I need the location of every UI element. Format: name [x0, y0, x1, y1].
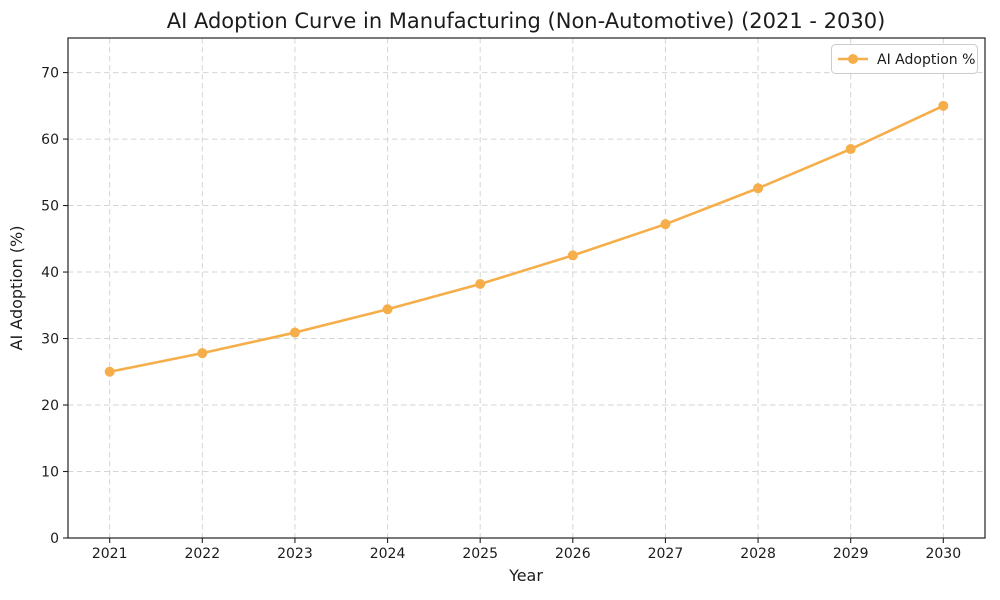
x-tick-label: 2025 [462, 546, 498, 562]
x-tick-label: 2028 [740, 546, 776, 562]
x-tick-label: 2029 [833, 546, 869, 562]
y-axis-label: AI Adoption (%) [7, 226, 26, 351]
data-point-2028 [753, 183, 764, 194]
data-point-2022 [197, 348, 208, 359]
y-tick-label: 40 [41, 265, 59, 281]
data-point-2030 [938, 100, 949, 111]
x-axis-label: Year [508, 566, 543, 585]
y-tick-label: 30 [41, 332, 59, 348]
x-tick-label: 2022 [184, 546, 220, 562]
data-point-2027 [660, 219, 671, 230]
y-tick-label: 0 [50, 531, 59, 547]
axis-layer: 2021 2022 2023 2024 2025 2026 2027 2028 2029 2030… [41, 66, 961, 562]
grid-layer [68, 38, 985, 539]
x-tick-label: 2027 [648, 546, 684, 562]
series-layer [104, 100, 949, 377]
x-tick-label: 2026 [555, 546, 591, 562]
plot-spines [67, 37, 986, 539]
chart-title: AI Adoption Curve in Manufacturing (Non-… [167, 9, 886, 33]
legend: AI Adoption % [831, 44, 978, 74]
series-line [108, 104, 945, 374]
data-point-2024 [382, 304, 393, 315]
legend-label: AI Adoption % [877, 52, 975, 68]
data-point-2029 [845, 144, 856, 155]
legend-box [831, 44, 978, 74]
data-point-2023 [289, 327, 300, 338]
data-point-2025 [475, 279, 486, 290]
plot-border [67, 37, 986, 539]
y-tick-label: 50 [41, 199, 59, 215]
y-tick-label: 60 [41, 132, 59, 148]
x-tick-label: 2024 [370, 546, 406, 562]
x-tick-label: 2021 [92, 546, 128, 562]
y-tick-label: 10 [41, 465, 59, 481]
y-tick-label: 20 [41, 398, 59, 414]
y-tick-label: 70 [41, 66, 59, 82]
x-tick-label: 2030 [925, 546, 961, 562]
x-tick-label: 2023 [277, 546, 313, 562]
legend-marker-icon [848, 54, 858, 64]
data-point-2026 [567, 250, 578, 261]
data-point-2021 [104, 366, 115, 377]
